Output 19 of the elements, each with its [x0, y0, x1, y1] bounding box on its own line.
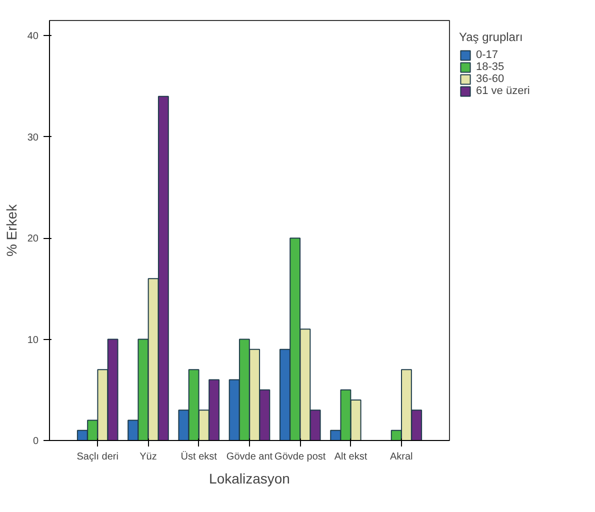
legend-label: 61 ve üzeri	[476, 85, 530, 97]
y-tick-label: 0	[32, 436, 39, 447]
y-tick-label: 30	[27, 132, 39, 144]
x-tick-label: Gövde ant	[226, 452, 273, 462]
y-axis-title: % Erkek	[3, 203, 20, 257]
x-tick-label: Akral	[390, 452, 413, 462]
legend-label: 36-60	[476, 73, 504, 85]
legend-label: 18-35	[476, 61, 504, 73]
legend-label: 0-17	[476, 49, 498, 61]
legend-title: Yaş grupları	[459, 30, 524, 44]
x-tick-label: Üst ekst	[180, 450, 218, 462]
y-tick-label: 20	[27, 234, 39, 245]
x-tick-label: Saçlı deri	[76, 452, 118, 462]
x-tick-label: Alt ekst	[334, 452, 368, 462]
x-tick-label: Gövde post	[274, 452, 326, 462]
x-tick-label: Yüz	[140, 452, 157, 462]
y-tick-label: 10	[27, 334, 39, 346]
y-tick-label: 40	[27, 31, 39, 42]
x-axis-title: Lokalizasyon	[209, 470, 290, 486]
